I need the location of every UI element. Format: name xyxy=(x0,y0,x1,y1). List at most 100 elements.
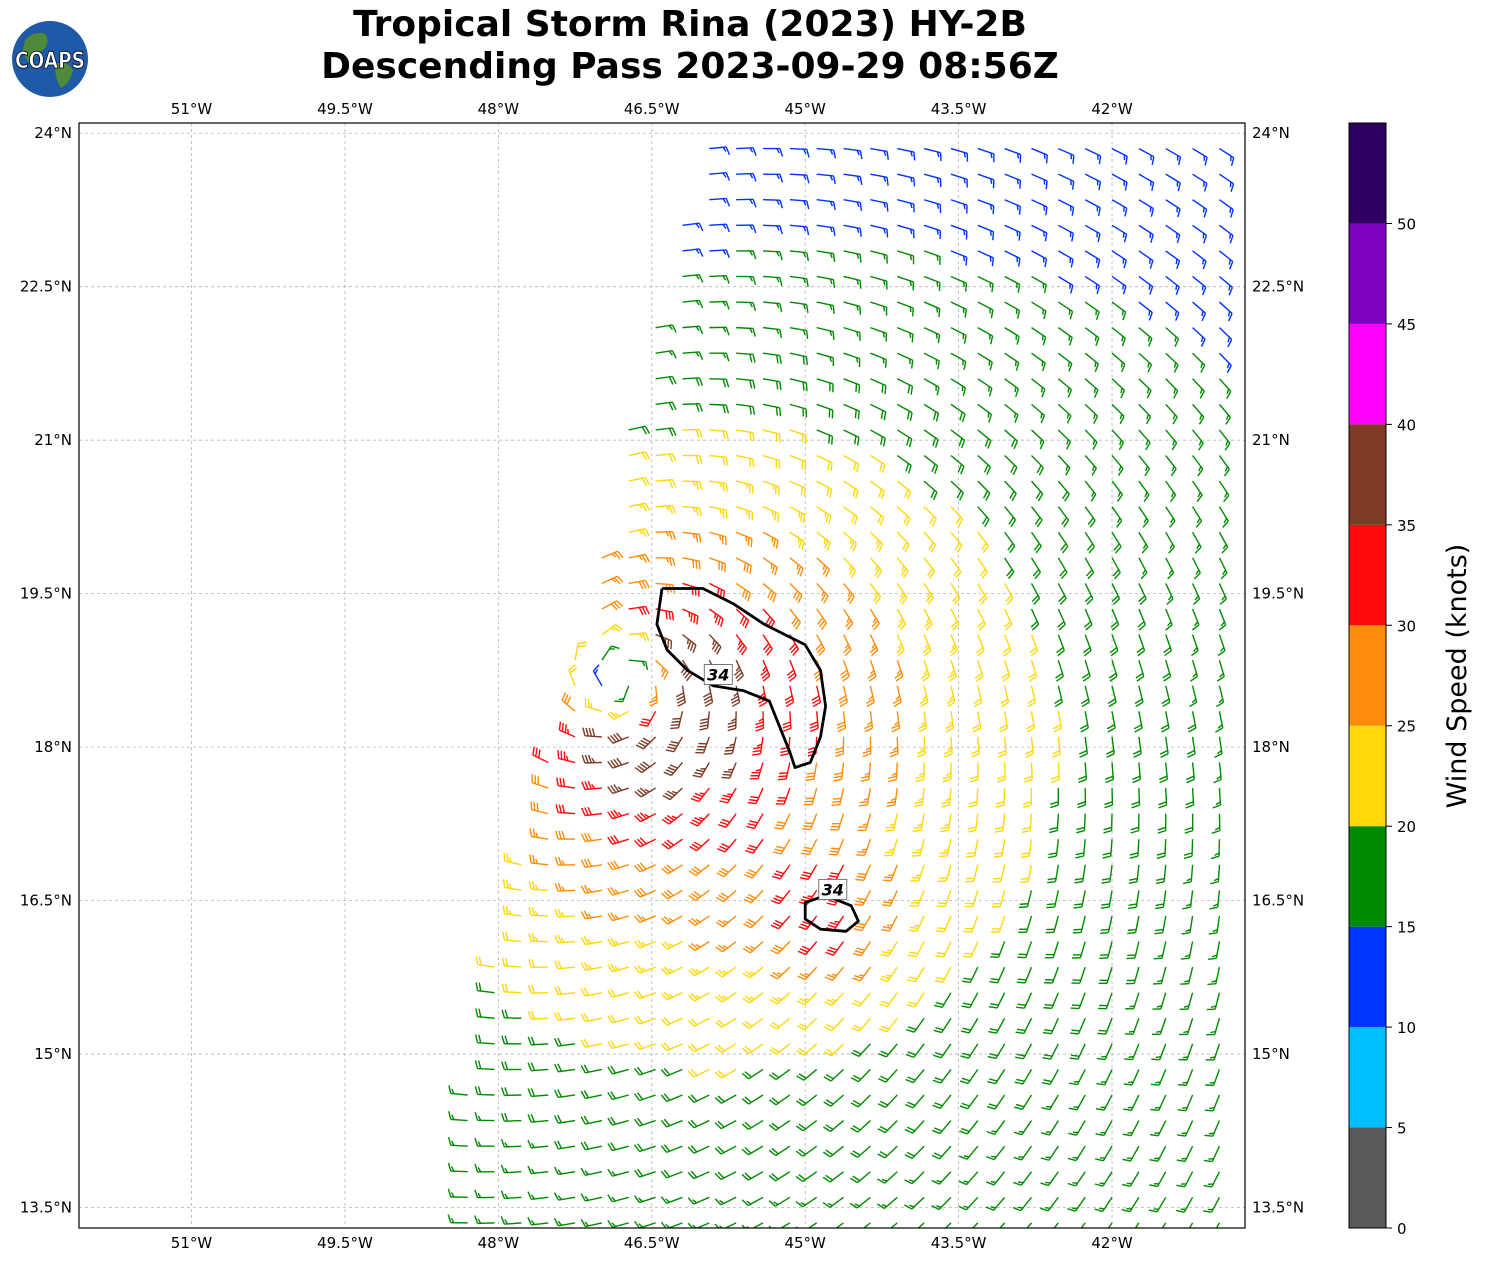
wind-barb xyxy=(798,915,818,931)
wind-barb xyxy=(859,787,872,807)
wind-barb xyxy=(709,505,728,519)
wind-barb xyxy=(923,147,942,162)
wind-barb xyxy=(1192,429,1204,451)
wind-barb xyxy=(809,711,819,733)
wind-barb xyxy=(1165,480,1177,503)
wind-barb xyxy=(989,966,1006,984)
lon-tick-label-bottom: 48°W xyxy=(478,1234,520,1252)
wind-barb xyxy=(1067,1196,1086,1212)
wind-barb xyxy=(682,299,704,309)
wind-barb xyxy=(912,813,925,833)
wind-barb xyxy=(1076,813,1086,834)
wind-barb xyxy=(843,582,855,604)
wind-barb xyxy=(714,1043,737,1054)
wind-barb xyxy=(1041,1094,1059,1111)
wind-barb xyxy=(553,1114,576,1124)
wind-barb xyxy=(1192,301,1207,322)
wind-barb xyxy=(1192,275,1207,296)
wind-barb xyxy=(831,787,845,807)
wind-barb xyxy=(709,480,729,493)
wind-barb xyxy=(660,1118,683,1128)
colorbar-tick-label: 25 xyxy=(1397,718,1416,736)
wind-barb xyxy=(744,864,764,879)
wind-barb xyxy=(843,403,860,420)
wind-barb xyxy=(896,326,914,343)
wind-barb xyxy=(709,300,730,310)
wind-barb xyxy=(935,941,952,958)
wind-barb xyxy=(997,736,1007,758)
wind-barb xyxy=(607,710,630,720)
wind-barb xyxy=(1182,890,1194,910)
wind-barb xyxy=(977,429,992,449)
wind-barb xyxy=(1098,966,1113,985)
wind-barb xyxy=(1004,173,1022,189)
wind-barb xyxy=(923,403,940,422)
wind-barb xyxy=(923,608,933,631)
wind-barb xyxy=(607,988,629,998)
wind-barb xyxy=(1191,557,1201,580)
wind-barb xyxy=(607,757,629,769)
wind-barb xyxy=(811,685,822,708)
wind-barb xyxy=(474,1060,495,1071)
wind-barb xyxy=(741,1119,764,1131)
wind-barb xyxy=(843,326,861,341)
wind-barb xyxy=(634,1092,656,1102)
wind-barb xyxy=(1132,736,1142,758)
wind-barb xyxy=(950,275,968,292)
wind-barb xyxy=(634,837,656,848)
wind-barb xyxy=(870,173,889,186)
wind-barb xyxy=(607,1219,629,1228)
wind-barb xyxy=(1218,275,1234,296)
wind-barb xyxy=(1014,1043,1033,1060)
wind-barb xyxy=(843,275,862,289)
wind-barb xyxy=(660,1144,683,1154)
wind-barb xyxy=(1020,839,1033,859)
colorbar-bin xyxy=(1349,223,1386,324)
wind-barb xyxy=(851,1043,871,1057)
wind-barb xyxy=(894,659,904,682)
wind-barb xyxy=(580,1064,603,1074)
wind-barb xyxy=(1125,966,1140,985)
wind-barb xyxy=(474,1086,495,1096)
wind-barb xyxy=(709,275,730,284)
wind-barb xyxy=(742,966,764,979)
wind-barb xyxy=(1074,864,1086,884)
wind-barb xyxy=(869,608,880,631)
wind-barb xyxy=(580,1013,603,1023)
wind-barb xyxy=(905,1043,925,1059)
wind-barb xyxy=(855,864,872,882)
wind-barb xyxy=(897,173,916,187)
wind-barb xyxy=(777,762,791,781)
wind-barb xyxy=(816,352,835,367)
wind-barb xyxy=(580,832,603,843)
wind-barb xyxy=(950,250,968,266)
wind-barb xyxy=(877,1120,898,1134)
wind-barb xyxy=(607,1065,629,1075)
wind-barb xyxy=(1004,147,1022,163)
wind-barb xyxy=(1138,199,1155,217)
wind-barb xyxy=(938,839,952,858)
wind-barb xyxy=(878,1043,898,1058)
wind-barb xyxy=(960,1017,979,1034)
wind-barb xyxy=(816,403,834,419)
wind-barb xyxy=(736,301,757,311)
wind-barb xyxy=(1058,147,1075,164)
wind-barb xyxy=(1187,711,1197,733)
wind-barb xyxy=(1190,659,1199,682)
wind-barb xyxy=(1218,327,1233,348)
wind-barb xyxy=(736,429,755,442)
wind-barb xyxy=(936,890,952,908)
wind-barb xyxy=(865,685,875,708)
wind-barb xyxy=(974,659,984,682)
wind-barb xyxy=(1111,147,1128,165)
wind-barb xyxy=(917,1222,925,1228)
wind-barb xyxy=(736,172,757,182)
wind-barb xyxy=(896,608,907,631)
wind-barb xyxy=(827,864,845,881)
wind-barb xyxy=(762,275,783,287)
wind-barb xyxy=(1019,864,1033,884)
wind-barb xyxy=(937,864,952,883)
wind-barb xyxy=(775,787,791,805)
wind-barb xyxy=(1028,659,1038,682)
